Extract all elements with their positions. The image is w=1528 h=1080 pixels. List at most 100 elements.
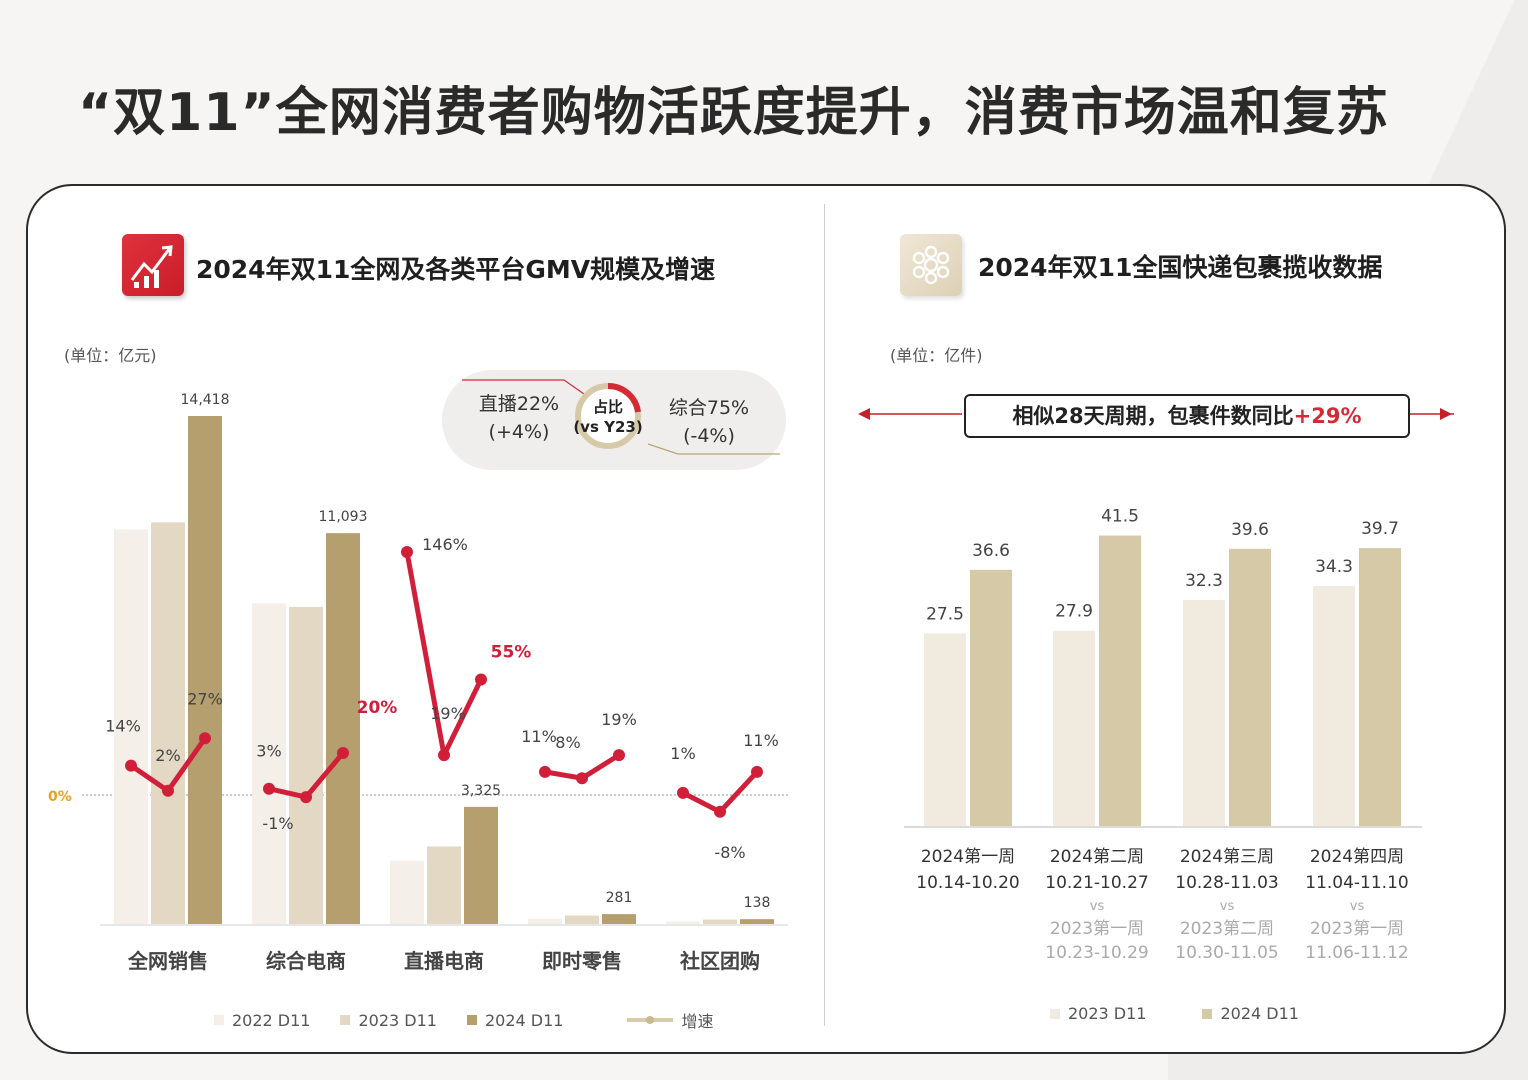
growth-label: 14% — [105, 717, 141, 736]
share-center-line1: 占比 — [593, 398, 623, 416]
yoy-callout-text: 相似28天周期，包裹件数同比 — [1012, 404, 1294, 428]
legend-parcel-2024: 2024 D11 — [1220, 1004, 1299, 1023]
growth-label: 1% — [670, 744, 695, 763]
growth-point — [751, 765, 763, 778]
growth-zero-label: 0% — [48, 789, 72, 805]
parcel-bar — [1099, 535, 1141, 826]
parcel-category-label: 2023第二周 — [1180, 919, 1274, 939]
gmv-category-label: 社区团购 — [679, 949, 760, 973]
growth-label: 11% — [743, 731, 779, 750]
parcel-category-label: 11.06-11.12 — [1305, 943, 1408, 963]
growth-label: 20% — [357, 698, 398, 718]
parcel-category-label: 10.14-10.20 — [916, 873, 1019, 893]
parcel-value-label: 39.6 — [1231, 520, 1269, 540]
growth-point — [576, 772, 588, 785]
gmv-bar-2024 — [326, 533, 360, 924]
parcel-category-label: 2024第一周 — [921, 847, 1015, 867]
legend-parcel-2023: 2023 D11 — [1068, 1004, 1147, 1023]
gmv-category-label: 综合电商 — [266, 949, 346, 973]
legend-swatch-2022 — [214, 1015, 224, 1025]
parcel-bar — [1313, 585, 1355, 826]
parcel-category-label: 11.04-11.10 — [1305, 873, 1408, 893]
share-comprehensive-value: 综合75% — [668, 397, 750, 419]
gmv-bar-2024 — [188, 416, 222, 924]
parcel-category-label: 2023第一周 — [1310, 919, 1404, 939]
parcel-bar — [970, 569, 1012, 826]
growth-point — [438, 749, 450, 762]
parcel-category-label: vs — [1090, 899, 1105, 914]
parcel-category-label: 10.23-10.29 — [1045, 943, 1148, 963]
growth-label: 8% — [555, 733, 580, 752]
legend-swatch-parcel-2024 — [1202, 1008, 1213, 1019]
legend-2022: 2022 D11 — [232, 1010, 311, 1030]
parcel-bar — [1053, 630, 1095, 826]
growth-label: 19% — [601, 710, 637, 729]
gmv-bar-2024 — [602, 914, 636, 924]
parcel-value-label: 41.5 — [1101, 507, 1139, 527]
legend-growth-line — [627, 1016, 674, 1024]
parcel-category-label: vs — [1220, 899, 1235, 914]
gmv-category-label: 即时零售 — [542, 949, 622, 973]
parcel-category-label: 2023第一周 — [1050, 919, 1144, 939]
share-livestream-value: 直播22% — [478, 393, 560, 415]
period-arrows — [858, 408, 1454, 420]
parcel-value-label: 32.3 — [1185, 571, 1223, 591]
growth-point — [300, 791, 312, 804]
parcel-value-label: 39.7 — [1361, 519, 1399, 539]
parcel-category-label: 10.21-10.27 — [1045, 873, 1148, 893]
growth-point — [162, 784, 174, 797]
parcel-bar — [1229, 548, 1271, 826]
gmv-category-label: 直播电商 — [404, 949, 484, 973]
parcel-category-label: 2024第三周 — [1180, 847, 1274, 867]
growth-label: 27% — [187, 689, 223, 708]
share-center-line2: (vs Y23) — [573, 418, 642, 436]
growth-point — [337, 747, 349, 759]
growth-point — [401, 546, 413, 558]
parcel-category-label: 10.28-11.03 — [1175, 873, 1278, 893]
parcel-bar — [1359, 548, 1401, 826]
gmv-bar-2023 — [151, 522, 185, 924]
legend-swatch-2023 — [340, 1015, 351, 1025]
growth-label: 3% — [256, 742, 281, 761]
parcel-chart: 27.5 36.6 2024第一周 10.14-10.20 27.9 41.5 2024第二… — [904, 507, 1422, 963]
gmv-chart: 0% 14,418 全网销售 11,093 综合电商 3,325 直播电商 281 即时零售 13… — [48, 392, 788, 973]
gmv-panel-title: 2024年双11全网及各类平台GMV规模及增速 — [196, 255, 716, 284]
growth-point — [475, 673, 487, 686]
growth-label: 2% — [155, 746, 180, 765]
gmv-bar-2023 — [703, 919, 737, 924]
parcel-bar — [1183, 599, 1225, 826]
gmv-bar-2023 — [565, 915, 599, 924]
gmv-bar-2022 — [666, 921, 700, 924]
parcel-value-label: 34.3 — [1315, 557, 1353, 577]
growth-point — [125, 759, 137, 772]
growth-label: 146% — [422, 535, 468, 554]
parcel-category-label: 10.30-11.05 — [1175, 943, 1278, 963]
legend-swatch-parcel-2023 — [1050, 1008, 1060, 1019]
gmv-value-label: 3,325 — [461, 783, 501, 799]
growth-label: -8% — [714, 843, 745, 862]
parcel-category-label: 2024第四周 — [1310, 847, 1404, 867]
growth-label: 19% — [430, 704, 466, 723]
gmv-bar-2022 — [114, 529, 148, 924]
page-title: “双11”全网消费者购物活跃度提升，消费市场温和复苏 — [78, 83, 1389, 143]
growth-point — [613, 749, 625, 762]
parcel-unit-label: (单位：亿件) — [890, 346, 983, 365]
growth-point — [677, 786, 689, 799]
gmv-bar-2024 — [740, 919, 774, 924]
gmv-bar-2022 — [252, 603, 286, 924]
share-donut: 占比 (vs Y23) — [462, 379, 780, 455]
gmv-value-label: 138 — [744, 895, 771, 911]
parcel-value-label: 36.6 — [972, 541, 1010, 561]
gmv-value-label: 14,418 — [181, 392, 230, 408]
legend-2024: 2024 D11 — [484, 1010, 564, 1030]
legend-2023: 2023 D11 — [358, 1010, 437, 1030]
gmv-bar-2022 — [390, 860, 424, 924]
growth-label: 11% — [521, 727, 557, 746]
parcel-network-icon — [900, 234, 962, 296]
parcel-category-label: 2024第二周 — [1050, 847, 1144, 867]
yoy-callout: 相似28天周期，包裹件数同比+29% — [964, 394, 1410, 438]
gmv-category-label: 全网销售 — [127, 949, 208, 973]
share-comprehensive: 综合75% (-4%) — [664, 394, 754, 450]
parcel-category-label: vs — [1350, 899, 1365, 914]
content-card: 2024年双11全网及各类平台GMV规模及增速 (单位：亿元) 直播22% (+… — [26, 184, 1506, 1054]
